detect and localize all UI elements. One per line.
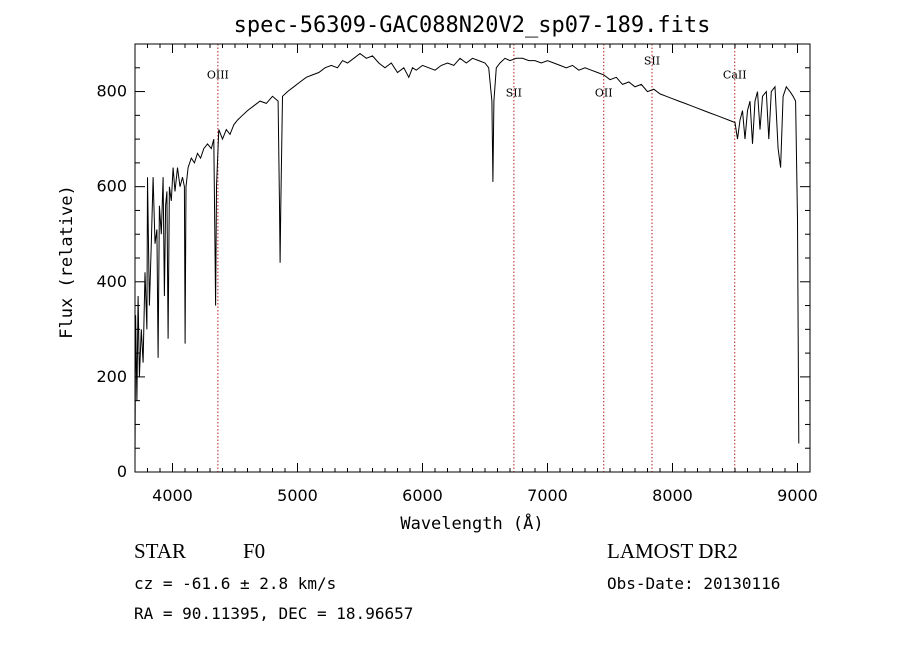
x-axis-label: Wavelength (Å) — [400, 512, 543, 534]
spectrum-chart: spec-56309-GAC088N20V2_sp07-189.fits OII… — [57, 13, 818, 534]
survey-label: LAMOST DR2 — [607, 539, 738, 563]
x-tick-label-5: 9000 — [777, 486, 818, 505]
line-marker-label-4: CaII — [723, 69, 747, 82]
object-class-label: STAR — [134, 539, 186, 563]
y-axis-label: Flux (relative) — [57, 185, 77, 339]
line-marker-label-1: SII — [506, 86, 522, 99]
y-tick-label-1: 200 — [96, 367, 127, 386]
y-tick-label-3: 600 — [96, 177, 127, 196]
line-marker-label-0: OIII — [207, 69, 229, 82]
y-tick-label-0: 0 — [117, 462, 127, 481]
x-tick-label-4: 8000 — [652, 486, 693, 505]
y-tick-label-2: 400 — [96, 272, 127, 291]
plot-frame — [134, 43, 811, 473]
emission-line-markers: OIII SII OII SII CaII — [207, 44, 747, 472]
coordinates-text: RA = 90.11395, DEC = 18.96657 — [134, 604, 414, 623]
redshift-text: cz = -61.6 ± 2.8 km/s — [134, 574, 337, 593]
y-axis-ticks: 0 200 400 600 800 — [96, 43, 810, 481]
x-tick-label-3: 7000 — [527, 486, 568, 505]
chart-title: spec-56309-GAC088N20V2_sp07-189.fits — [234, 13, 711, 38]
line-marker-label-3: SII — [644, 54, 660, 67]
x-tick-label-2: 6000 — [402, 486, 443, 505]
x-axis-ticks: 4000 5000 6000 7000 8000 9000 — [134, 44, 818, 505]
y-tick-label-4: 800 — [96, 82, 127, 101]
line-marker-label-2: OII — [595, 86, 613, 99]
x-tick-label-0: 4000 — [152, 486, 193, 505]
observation-date-text: Obs-Date: 20130116 — [607, 574, 781, 593]
spectral-subclass-label: F0 — [243, 539, 266, 563]
spectrum-line — [134, 52, 800, 463]
x-tick-label-1: 5000 — [277, 486, 318, 505]
